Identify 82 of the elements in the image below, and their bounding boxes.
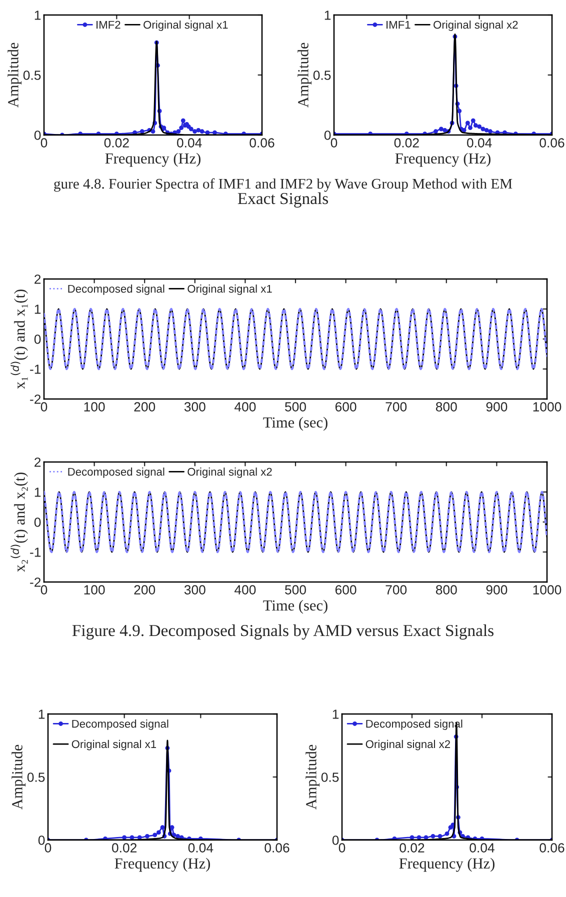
x-axis-title: Frequency (Hz): [395, 152, 490, 167]
legend-label: Decomposed signal: [72, 720, 168, 730]
y-axis-title: Amplitude: [298, 42, 312, 108]
y-axis-title: Amplitude: [306, 744, 320, 810]
x-tick-label: 500: [285, 402, 306, 412]
caption: Figure 4.9. Decomposed Signals by AMD versus Exact Signals: [72, 624, 494, 640]
x-axis-title: Frequency (Hz): [105, 152, 200, 167]
x-axis-title: Time (sec): [263, 416, 328, 431]
x-tick-label: 0: [44, 843, 52, 852]
x-tick-label: 800: [436, 402, 457, 412]
x-tick-label: 0.04: [177, 138, 202, 148]
y-tick-label: 0: [34, 130, 41, 140]
x-tick-label: 0.02: [104, 138, 129, 148]
y-tick-label: 0.5: [23, 70, 41, 80]
legend-label: IMF2: [96, 20, 120, 29]
y-tick-label: 0.5: [313, 70, 331, 80]
text: Exact Signals: [238, 192, 328, 208]
x-tick-label: 0.06: [540, 138, 564, 148]
x-tick-label: 0.06: [250, 138, 274, 148]
x-tick-label: 300: [184, 402, 206, 412]
x-tick-label: 100: [84, 585, 105, 594]
x-tick-label: 400: [234, 402, 256, 412]
y-tick-label: 1: [332, 710, 339, 719]
x-tick-label: 900: [486, 585, 508, 594]
text: gure 4.8. Fourier Spectra of IMF1 and IMF2 by Wave Group Method with EM: [54, 178, 512, 192]
y-tick-label: 0.5: [321, 772, 339, 782]
x-tick-label: 900: [486, 402, 508, 412]
y-tick-label: 0: [34, 518, 41, 527]
y-tick-label: 1: [38, 710, 45, 719]
x-tick-label: 0.02: [112, 843, 137, 852]
x-tick-label: 0.02: [394, 138, 419, 148]
x-tick-label: 300: [184, 585, 206, 594]
y-tick-label: -1: [30, 364, 41, 374]
legend-label: Decomposed signal: [68, 468, 164, 478]
x-axis-title: Frequency (Hz): [114, 858, 210, 872]
y-tick-label: 0: [34, 334, 41, 344]
y-tick-label: 0: [332, 836, 339, 845]
legend-label: Original signal x2: [434, 20, 518, 31]
y-tick-label: 2: [34, 458, 41, 467]
y-axis-title: Amplitude: [8, 42, 22, 108]
y-tick-label: -2: [30, 394, 41, 404]
x-tick-label: 0.02: [400, 843, 424, 852]
legend-label: Original signal x2: [188, 468, 272, 478]
x-tick-label: 200: [134, 402, 156, 412]
legend-label: Original signal x1: [72, 740, 156, 750]
y-tick-label: 0: [324, 130, 331, 140]
x-tick-label: 0.06: [264, 843, 290, 852]
y-axis-title: x₂$^{(d)}$(t) and x₂(t): [10, 472, 28, 572]
y-axis-title: Amplitude: [12, 744, 26, 810]
y-tick-label: -2: [30, 578, 41, 587]
y-tick-label: 0.5: [27, 772, 45, 782]
x-tick-label: 800: [436, 585, 457, 594]
legend-label: IMF1: [386, 20, 410, 29]
y-tick-label: -1: [30, 548, 41, 557]
y-tick-label: 1: [324, 10, 331, 20]
x-axis-title: Frequency (Hz): [399, 858, 494, 872]
x-tick-label: 200: [134, 585, 156, 594]
y-tick-label: 1: [34, 304, 41, 314]
legend-label: Original signal x1: [144, 20, 228, 31]
x-tick-label: 700: [386, 585, 407, 594]
x-tick-label: 0.04: [188, 843, 214, 852]
x-tick-label: 400: [234, 585, 256, 594]
x-tick-label: 1000: [533, 585, 562, 594]
x-tick-label: 600: [335, 585, 356, 594]
x-tick-label: 700: [386, 402, 407, 412]
y-tick-label: 1: [34, 488, 41, 497]
x-tick-label: 100: [84, 402, 105, 412]
x-tick-label: 0.04: [467, 138, 492, 148]
legend-label: Decomposed signal: [68, 284, 164, 295]
x-tick-label: 1000: [533, 402, 562, 412]
legend-label: Original signal x2: [366, 740, 450, 750]
x-axis-title: Time (sec): [263, 600, 328, 614]
x-tick-label: 0.06: [540, 843, 564, 852]
x-tick-label: 600: [335, 402, 356, 412]
y-tick-label: 0: [38, 836, 45, 845]
x-tick-label: 500: [285, 585, 306, 594]
y-tick-label: 1: [34, 10, 41, 20]
y-axis-title: x₁$^{(d)}$(t) and x₁(t): [10, 290, 28, 389]
legend-label: Original signal x1: [188, 284, 272, 295]
y-tick-label: 2: [34, 274, 41, 284]
x-tick-label: 0: [338, 843, 346, 852]
x-tick-label: 0.04: [470, 843, 494, 852]
